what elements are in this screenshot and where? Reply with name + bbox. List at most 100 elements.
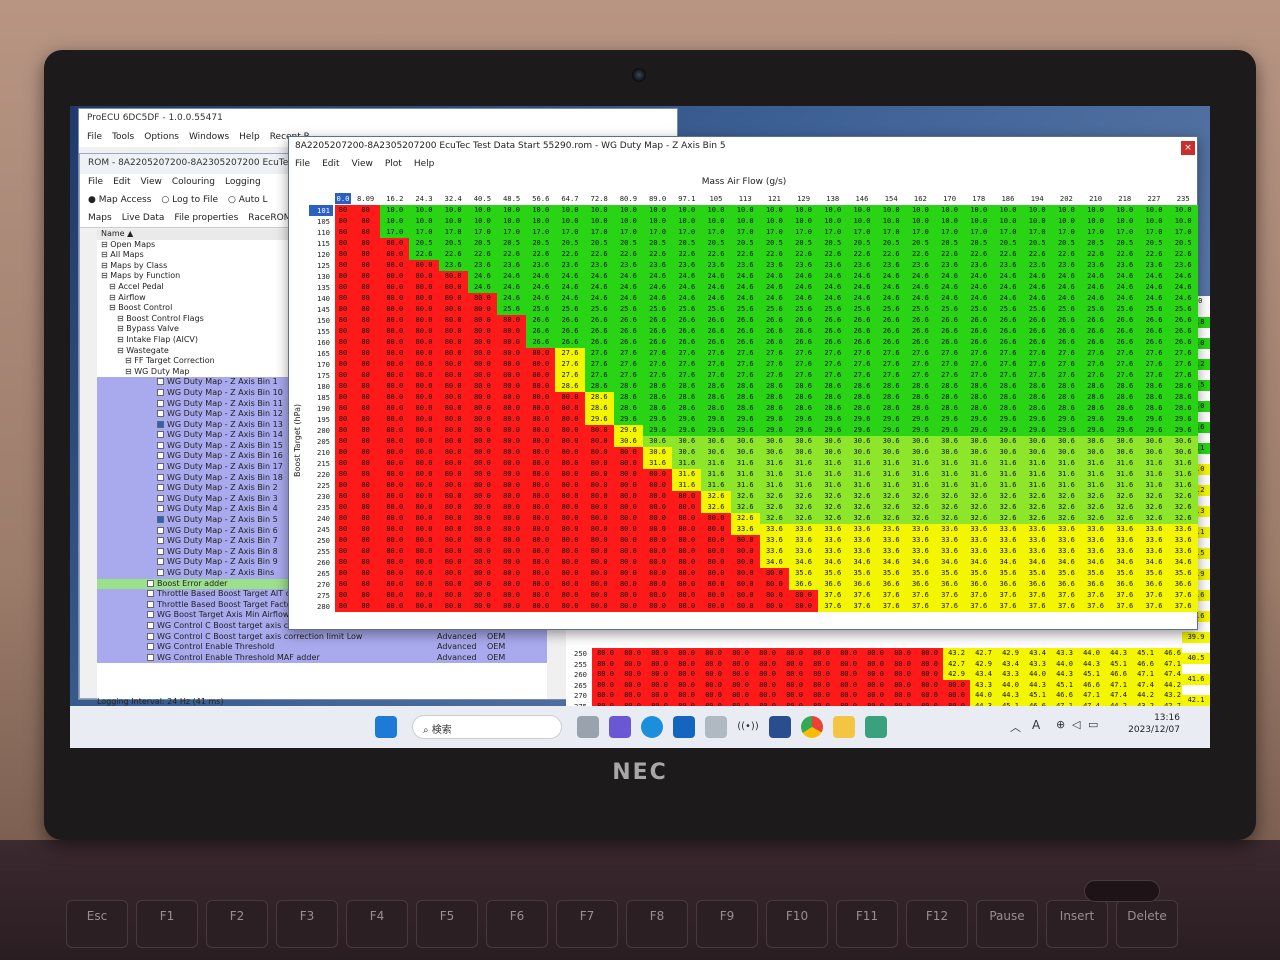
map-cell[interactable]: 80.0 [789, 601, 819, 612]
map-cell[interactable]: 30.6 [613, 436, 643, 447]
map-cell[interactable]: 26.6 [701, 315, 731, 326]
map-cell[interactable]: 33.6 [905, 546, 935, 557]
rom-menu-item-0[interactable]: File [88, 177, 104, 187]
map-cell[interactable]: 33.6 [1022, 546, 1052, 557]
map2-cell[interactable]: 80.0 [646, 679, 673, 691]
map-cell[interactable]: 80.0 [380, 601, 410, 612]
map-cell[interactable]: 26.6 [789, 315, 819, 326]
map-cell[interactable]: 28.6 [613, 392, 643, 403]
checkbox[interactable] [147, 621, 154, 629]
map2-cell[interactable]: 80.0 [916, 690, 943, 701]
map-cell[interactable]: 80.0 [497, 447, 527, 458]
map-cell[interactable]: 80.0 [467, 414, 497, 425]
map-cell[interactable]: 10.0 [759, 205, 789, 216]
map-cell[interactable]: 80.0 [409, 568, 439, 579]
map-cell[interactable]: 27.6 [876, 370, 906, 381]
map-cell[interactable]: 31.6 [993, 480, 1023, 491]
map-cell[interactable]: 80.0 [526, 513, 556, 524]
map2-cell[interactable]: 44.3 [1024, 679, 1051, 691]
checkbox[interactable] [157, 547, 164, 555]
expand-icon[interactable]: ⊟ [117, 345, 127, 355]
map-cell[interactable]: 22.6 [905, 249, 935, 260]
tree-node[interactable]: ⊟ Airflow [97, 293, 547, 304]
map-cell[interactable]: 31.6 [672, 480, 702, 491]
expand-icon[interactable]: ⊟ [109, 303, 119, 313]
map-cell[interactable]: 31.6 [1051, 480, 1081, 491]
map-cell[interactable]: 30.6 [847, 447, 877, 458]
map-cell[interactable]: 80.0 [409, 590, 439, 601]
map-cell[interactable]: 26.6 [1168, 337, 1198, 348]
map-cell[interactable]: 32.6 [964, 502, 994, 513]
map-cell[interactable]: 26.6 [555, 337, 585, 348]
map2-cell[interactable]: 44.3 [1105, 648, 1132, 659]
map-cell[interactable]: 31.6 [964, 469, 994, 480]
map-cell[interactable]: 24.6 [672, 293, 702, 304]
map-cell[interactable]: 80 [335, 425, 351, 436]
map-cell[interactable]: 22.6 [643, 249, 673, 260]
map2-cell[interactable]: 44.3 [1051, 669, 1078, 680]
map-cell[interactable]: 31.6 [993, 469, 1023, 480]
map-cell[interactable]: 27.6 [643, 370, 673, 381]
map-cell[interactable]: 10.0 [1110, 216, 1140, 227]
map-cell[interactable]: 28.6 [905, 392, 935, 403]
map-cell[interactable]: 80.0 [730, 568, 760, 579]
keyboard-key[interactable]: F8 [626, 900, 688, 948]
map-cell[interactable]: 80.0 [467, 315, 497, 326]
map-cell[interactable]: 25.6 [584, 304, 614, 315]
map-cell[interactable]: 30.6 [1168, 436, 1198, 447]
map-cell[interactable]: 80.0 [584, 425, 614, 436]
map-cell[interactable]: 80.0 [497, 425, 527, 436]
map-cell[interactable]: 80.0 [672, 502, 702, 513]
map-cell[interactable]: 27.6 [1139, 348, 1169, 359]
map-cell[interactable]: 24.6 [818, 293, 848, 304]
map-cell[interactable]: 35.6 [1022, 568, 1052, 579]
map-cell[interactable]: 27.6 [584, 348, 614, 359]
map-cell[interactable]: 80 [351, 524, 381, 535]
map-cell[interactable]: 80.0 [438, 436, 468, 447]
map-cell[interactable]: 26.6 [1110, 315, 1140, 326]
map-cell[interactable]: 28.6 [1168, 403, 1198, 414]
map-cell[interactable]: 17.0 [672, 227, 702, 238]
map-cell[interactable]: 10.0 [730, 205, 760, 216]
map-cell[interactable]: 27.6 [701, 370, 731, 381]
map-cell[interactable]: 80 [351, 447, 381, 458]
map-cell[interactable]: 30.6 [1139, 447, 1169, 458]
map-cell[interactable]: 33.6 [1022, 535, 1052, 546]
map-cell[interactable]: 80.0 [380, 260, 410, 271]
map-cell[interactable]: 26.6 [1110, 337, 1140, 348]
map-cell[interactable]: 17.0 [847, 227, 877, 238]
map-cell[interactable]: 26.6 [818, 337, 848, 348]
map-cell[interactable]: 31.6 [759, 469, 789, 480]
map-cell[interactable]: 80.0 [584, 524, 614, 535]
map-cell[interactable]: 27.6 [935, 359, 965, 370]
map-cell[interactable]: 33.6 [847, 535, 877, 546]
map-cell[interactable]: 26.6 [935, 315, 965, 326]
map-cell[interactable]: 33.6 [1110, 535, 1140, 546]
map-cell[interactable]: 35.6 [1168, 568, 1198, 579]
expand-icon[interactable]: ⊟ [117, 334, 127, 344]
map-cell[interactable]: 30.6 [1051, 436, 1081, 447]
map-cell[interactable]: 28.6 [643, 392, 673, 403]
map-cell[interactable]: 28.6 [730, 381, 760, 392]
map-cell[interactable]: 26.6 [759, 326, 789, 337]
map-cell[interactable]: 26.6 [1139, 337, 1169, 348]
map-cell[interactable]: 28.6 [701, 403, 731, 414]
map-cell[interactable]: 27.6 [935, 370, 965, 381]
map2-cell[interactable]: 80.0 [862, 669, 889, 680]
map-cell[interactable]: 32.6 [1051, 491, 1081, 502]
map-cell[interactable]: 80.0 [526, 557, 556, 568]
map-cell[interactable]: 80.0 [497, 480, 527, 491]
map-cell[interactable]: 80 [351, 227, 381, 238]
map-cell[interactable]: 80.0 [438, 326, 468, 337]
map-cell[interactable]: 31.6 [876, 458, 906, 469]
map-cell[interactable]: 37.6 [964, 601, 994, 612]
expand-icon[interactable]: ⊟ [109, 292, 119, 302]
map-cell[interactable]: 80.0 [613, 447, 643, 458]
expand-icon[interactable]: ⊟ [101, 250, 111, 260]
map-cell[interactable]: 17.0 [643, 227, 673, 238]
map-cell[interactable]: 26.6 [847, 337, 877, 348]
map-cell[interactable]: 25.6 [789, 304, 819, 315]
map-cell[interactable]: 80.0 [643, 579, 673, 590]
map-cell[interactable]: 24.6 [730, 293, 760, 304]
map-cell[interactable]: 26.6 [672, 315, 702, 326]
